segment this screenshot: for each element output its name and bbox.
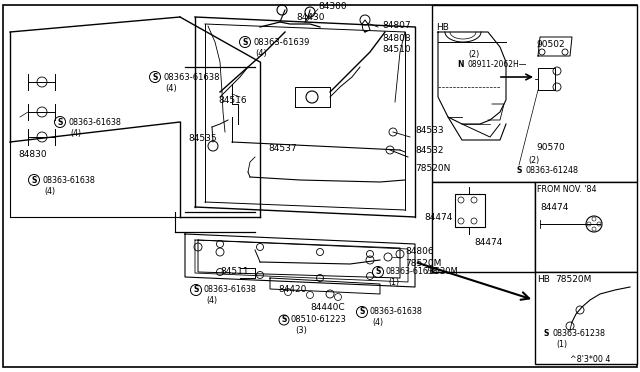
Text: 84300: 84300 bbox=[318, 1, 347, 10]
Text: 08363-61638: 08363-61638 bbox=[163, 73, 220, 81]
Text: (2): (2) bbox=[528, 155, 540, 164]
Text: S: S bbox=[359, 308, 365, 317]
Text: S: S bbox=[31, 176, 36, 185]
Text: (4): (4) bbox=[372, 318, 383, 327]
Text: 78520N: 78520N bbox=[415, 164, 451, 173]
Text: 08363-61638: 08363-61638 bbox=[370, 308, 423, 317]
Text: 08363-61639: 08363-61639 bbox=[253, 38, 309, 46]
Text: FROM NOV. '84: FROM NOV. '84 bbox=[537, 185, 596, 193]
Text: (2): (2) bbox=[468, 49, 479, 58]
Text: (4): (4) bbox=[255, 48, 267, 58]
Text: 08363-61248: 08363-61248 bbox=[526, 166, 579, 174]
Text: (4): (4) bbox=[44, 186, 55, 196]
Text: 84533: 84533 bbox=[415, 125, 444, 135]
Text: 84807: 84807 bbox=[382, 20, 411, 29]
Text: 84511: 84511 bbox=[220, 267, 248, 276]
Bar bbox=[455, 194, 485, 227]
Text: 08510-61223: 08510-61223 bbox=[291, 315, 347, 324]
Bar bbox=[432, 5, 637, 182]
Text: 84806: 84806 bbox=[405, 247, 434, 257]
Text: 84516: 84516 bbox=[218, 96, 246, 105]
Text: 08363-61638: 08363-61638 bbox=[386, 267, 439, 276]
Text: HB: HB bbox=[436, 22, 449, 32]
Text: 08363-61638: 08363-61638 bbox=[68, 118, 121, 126]
Text: 84510: 84510 bbox=[382, 45, 411, 54]
Text: 84420: 84420 bbox=[278, 285, 307, 294]
Text: 84830: 84830 bbox=[18, 150, 47, 158]
Text: 08911-2062H—: 08911-2062H— bbox=[468, 60, 527, 68]
Bar bbox=[535, 182, 637, 272]
Text: 78520M: 78520M bbox=[405, 259, 442, 267]
Text: ^8'3*00 4: ^8'3*00 4 bbox=[570, 356, 611, 365]
Text: (3): (3) bbox=[295, 326, 307, 334]
Text: (4): (4) bbox=[165, 83, 177, 93]
Text: 08363-61238: 08363-61238 bbox=[553, 330, 606, 339]
Text: 08363-61638: 08363-61638 bbox=[204, 285, 257, 295]
Bar bbox=[535, 272, 637, 364]
Text: 08363-61638: 08363-61638 bbox=[42, 176, 95, 185]
Text: S: S bbox=[375, 267, 381, 276]
Text: 84535: 84535 bbox=[188, 134, 216, 142]
Text: 84537: 84537 bbox=[268, 144, 296, 153]
Text: (1): (1) bbox=[388, 279, 399, 288]
Text: (4): (4) bbox=[206, 296, 217, 305]
Text: 84430: 84430 bbox=[296, 13, 324, 22]
Text: N: N bbox=[458, 60, 464, 68]
Text: 90570: 90570 bbox=[536, 142, 564, 151]
Text: 84474: 84474 bbox=[540, 202, 568, 212]
Text: 84532: 84532 bbox=[415, 145, 444, 154]
Text: S: S bbox=[516, 166, 522, 174]
Text: 78520M: 78520M bbox=[555, 275, 591, 283]
Bar bbox=[432, 182, 535, 272]
Text: 84474: 84474 bbox=[474, 237, 502, 247]
Text: 84808: 84808 bbox=[382, 33, 411, 42]
Text: 84440C: 84440C bbox=[310, 302, 344, 311]
Text: 90502: 90502 bbox=[536, 39, 564, 48]
Text: S: S bbox=[243, 38, 248, 46]
Text: S: S bbox=[543, 330, 548, 339]
Text: S: S bbox=[152, 73, 157, 81]
Text: S: S bbox=[193, 285, 198, 295]
Text: 84474: 84474 bbox=[424, 212, 452, 221]
Text: 78520M: 78520M bbox=[424, 267, 458, 276]
Text: HB: HB bbox=[537, 275, 550, 283]
Text: S: S bbox=[282, 315, 287, 324]
Text: (4): (4) bbox=[70, 128, 81, 138]
Text: S: S bbox=[58, 118, 63, 126]
Text: (1): (1) bbox=[556, 340, 567, 350]
